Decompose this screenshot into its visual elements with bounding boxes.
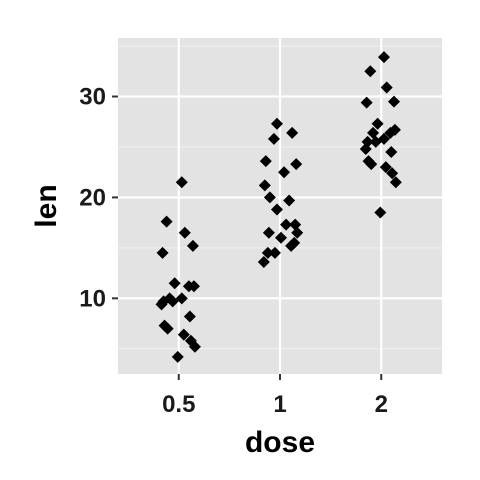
data-point [259, 155, 272, 168]
data-point [171, 350, 184, 363]
data-point [285, 239, 298, 252]
data-point [371, 117, 384, 130]
x-tick-label: 2 [375, 391, 388, 418]
data-point [291, 226, 304, 239]
x-axis-title: dose [245, 426, 315, 459]
data-point [384, 126, 397, 139]
data-point [182, 280, 195, 293]
y-tick-label: 10 [79, 285, 106, 312]
x-axis-ticks: 0.5 1 2 [162, 374, 388, 418]
data-point [365, 158, 378, 171]
data-point [374, 206, 387, 219]
data-points [155, 51, 402, 363]
data-point [286, 126, 299, 139]
data-point [369, 135, 382, 148]
data-point [177, 328, 190, 341]
data-point [257, 256, 270, 268]
data-point [186, 239, 199, 252]
x-tick-label: 0.5 [162, 391, 195, 418]
major-gridlines [118, 38, 442, 374]
data-point [367, 126, 380, 139]
data-point [183, 310, 196, 323]
y-tick-label: 20 [79, 184, 106, 211]
y-axis-ticks: 10 20 30 [79, 84, 118, 312]
data-point [161, 322, 174, 335]
y-tick-label: 30 [79, 84, 106, 111]
data-point [270, 117, 283, 130]
data-point [364, 65, 377, 78]
x-tick-label: 1 [273, 391, 286, 418]
data-point [156, 246, 169, 259]
y-axis-title: len [30, 184, 63, 227]
data-point [278, 166, 291, 179]
data-point [155, 298, 168, 311]
data-point [270, 203, 283, 216]
data-point [360, 96, 373, 109]
data-point [380, 81, 393, 94]
data-point [166, 295, 179, 308]
data-point [175, 176, 188, 189]
data-point [168, 277, 181, 290]
data-point [386, 167, 399, 180]
data-point [178, 226, 191, 239]
data-point [261, 246, 274, 259]
data-point [377, 51, 390, 64]
data-point [268, 246, 281, 259]
data-point [262, 226, 275, 239]
data-point [290, 158, 303, 171]
data-point [263, 191, 276, 204]
data-point [275, 231, 288, 244]
data-point [385, 146, 398, 159]
data-point [389, 176, 402, 189]
data-point [289, 218, 302, 231]
data-point [280, 218, 293, 231]
data-point [359, 142, 372, 155]
data-point [388, 95, 401, 108]
data-point [379, 161, 392, 174]
data-point [267, 132, 280, 145]
data-point [283, 194, 296, 207]
data-point [258, 179, 271, 192]
data-point [175, 292, 188, 305]
data-point [188, 340, 201, 353]
data-point [160, 215, 173, 228]
